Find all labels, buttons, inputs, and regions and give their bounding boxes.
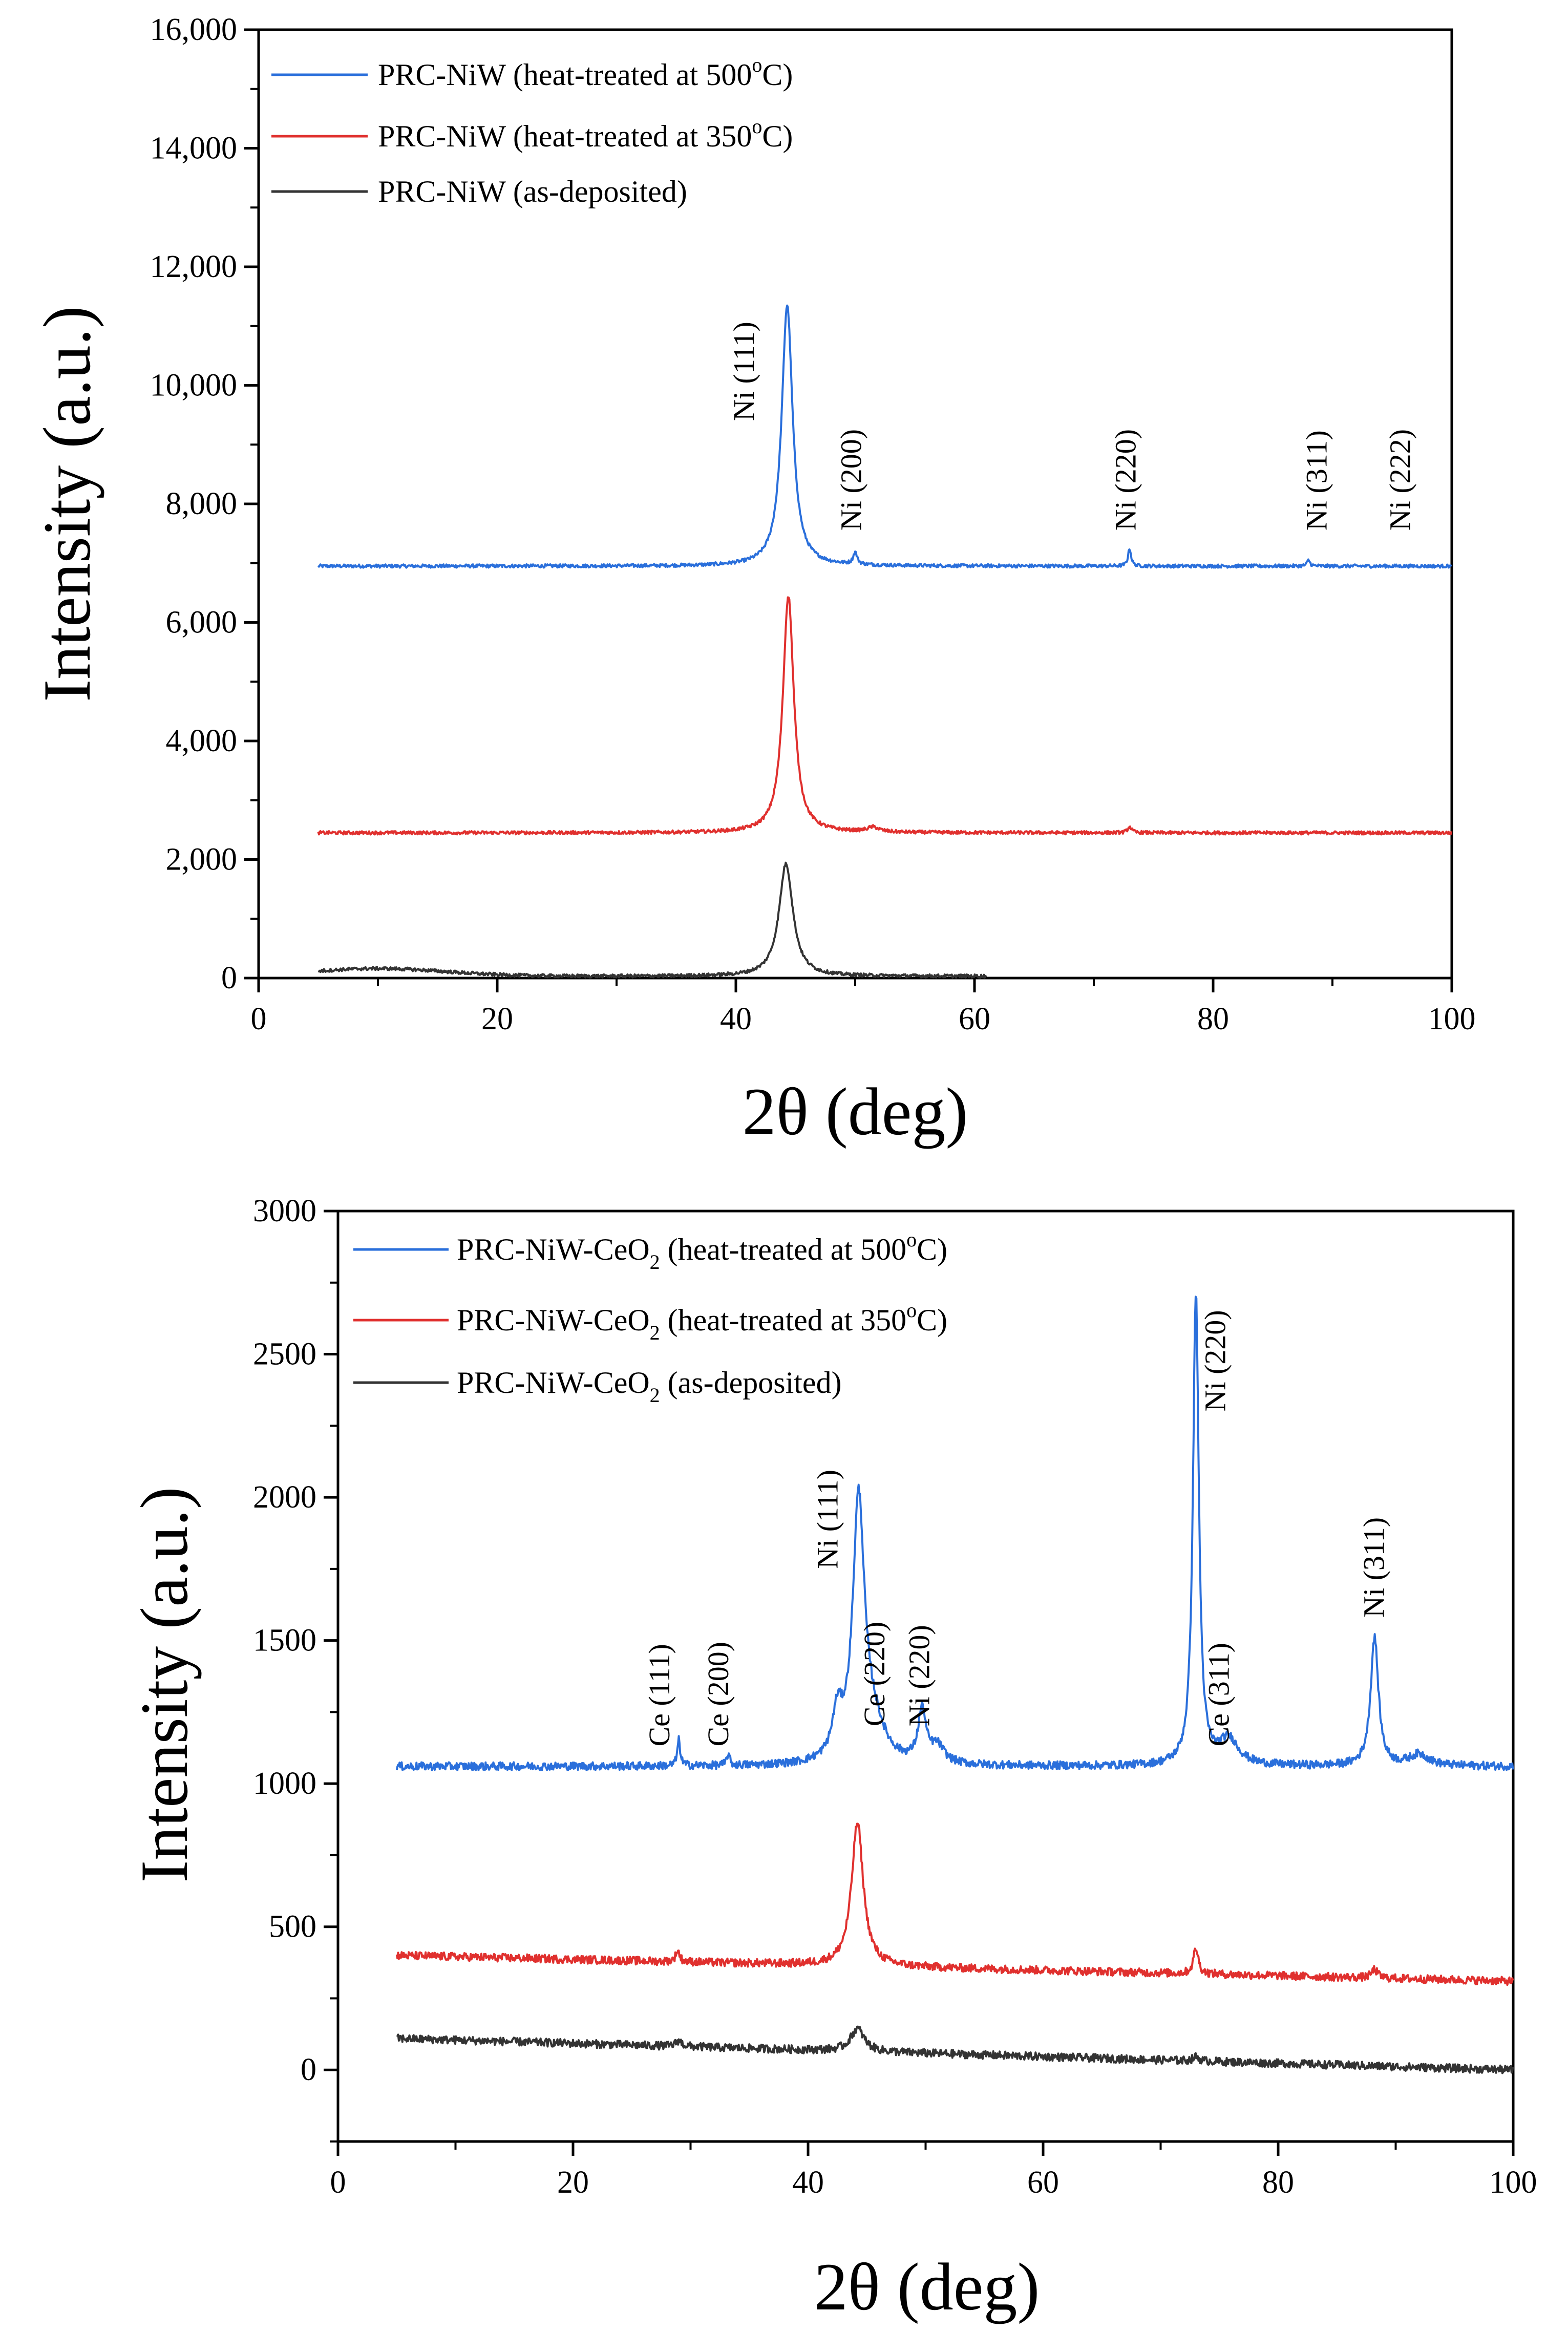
legend-label-as-deposited: PRC-NiW (as-deposited) <box>378 175 687 208</box>
peak-label: Ni (222) <box>1383 429 1416 531</box>
x-axis-title: 2θ (deg) <box>814 2249 1040 2324</box>
chart-niw: 0 20 40 60 80 100 0 2,000 4,000 6,000 8,000 10,000… <box>29 12 1476 1149</box>
series-line-blue <box>317 304 1453 569</box>
x-tick-label: 40 <box>720 1002 752 1036</box>
legend-label-500: PRC-NiW-CeO2 (heat-treated at 500oC) <box>457 1228 947 1274</box>
y-tick-label: 2,000 <box>166 842 238 877</box>
peak-label: Ni (111) <box>727 322 760 421</box>
series-line-black <box>396 2025 1514 2074</box>
legend: PRC-NiW (heat-treated at 500oC) PRC-NiW … <box>271 53 793 208</box>
peak-label: Ni (200) <box>835 429 868 531</box>
series-line-black <box>317 861 987 979</box>
axis-ticks <box>244 28 1453 992</box>
x-tick-label: 0 <box>251 1002 267 1036</box>
y-tick-label: 500 <box>269 1910 316 1944</box>
y-tick-label: 2000 <box>253 1480 316 1515</box>
legend-label-350: PRC-NiW-CeO2 (heat-treated at 350oC) <box>457 1299 947 1344</box>
legend: PRC-NiW-CeO2 (heat-treated at 500oC) PRC… <box>353 1228 947 1407</box>
peak-label: Ni (311) <box>1358 1517 1391 1618</box>
legend-label-as-deposited: PRC-NiW-CeO2 (as-deposited) <box>457 1366 842 1407</box>
peak-label: Ni (220) <box>902 1625 936 1726</box>
peak-label: Ni (220) <box>1199 1310 1232 1411</box>
x-tick-labels: 0 20 40 60 80 100 <box>251 1002 1476 1036</box>
peak-annotations: Ni (111) Ni (200) Ni (220) Ni (311) Ni (222) <box>727 322 1416 531</box>
y-tick-labels: 0 500 1000 1500 2000 2500 3000 <box>253 1194 316 2087</box>
y-tick-label: 10,000 <box>150 368 238 403</box>
peak-label: Ce (200) <box>702 1642 735 1747</box>
x-tick-label: 0 <box>330 2165 346 2200</box>
peak-label: Ni (111) <box>811 1470 844 1569</box>
x-tick-label: 100 <box>1490 2165 1537 2200</box>
y-tick-label: 2500 <box>253 1337 316 1372</box>
chart-niw-ceo2: 0 20 40 60 80 100 0 500 1000 1500 2000 2500 3000 Ce… <box>126 1194 1537 2324</box>
y-tick-label: 4,000 <box>166 724 238 758</box>
y-tick-label: 0 <box>221 961 237 995</box>
peak-label: Ce (311) <box>1202 1643 1236 1746</box>
y-tick-label: 1000 <box>253 1766 316 1801</box>
x-tick-label: 20 <box>557 2165 589 2200</box>
x-axis-title: 2θ (deg) <box>743 1074 968 1149</box>
legend-label-500: PRC-NiW (heat-treated at 500oC) <box>378 53 793 92</box>
y-tick-label: 0 <box>301 2052 316 2087</box>
y-axis-title: Intensity (a.u.) <box>29 306 104 702</box>
axis-ticks <box>324 1210 1515 2156</box>
y-tick-label: 3000 <box>253 1194 316 1228</box>
peak-label: Ce (220) <box>858 1622 891 1727</box>
x-tick-label: 20 <box>481 1002 513 1036</box>
x-tick-label: 80 <box>1262 2165 1294 2200</box>
y-tick-label: 14,000 <box>150 131 238 166</box>
series-lines <box>317 304 1453 979</box>
series-line-red <box>317 596 1453 836</box>
x-tick-label: 60 <box>959 1002 990 1036</box>
y-tick-label: 16,000 <box>150 12 238 47</box>
series-line-blue <box>395 1296 1514 1771</box>
y-tick-label: 8,000 <box>166 486 238 521</box>
x-tick-label: 100 <box>1428 1002 1476 1036</box>
y-axis-title: Intensity (a.u.) <box>126 1487 202 1882</box>
y-tick-labels: 0 2,000 4,000 6,000 8,000 10,000 12,000 14,000 1… <box>150 12 238 995</box>
y-tick-label: 6,000 <box>166 605 238 640</box>
x-tick-labels: 0 20 40 60 80 100 <box>330 2165 1537 2200</box>
x-tick-label: 80 <box>1197 1002 1229 1036</box>
peak-label: Ni (220) <box>1109 429 1142 531</box>
peak-label: Ce (111) <box>643 1644 676 1746</box>
peak-label: Ni (311) <box>1300 430 1333 531</box>
legend-label-350: PRC-NiW (heat-treated at 350oC) <box>378 115 793 153</box>
series-lines <box>395 1296 1514 2074</box>
peak-annotations: Ce (111) Ce (200) Ni (111) Ce (220) Ni (220)… <box>643 1310 1390 1746</box>
x-tick-label: 40 <box>792 2165 824 2200</box>
series-line-red <box>395 1822 1514 1986</box>
y-tick-label: 12,000 <box>150 249 238 284</box>
x-tick-label: 60 <box>1027 2165 1059 2200</box>
y-tick-label: 1500 <box>253 1623 316 1658</box>
